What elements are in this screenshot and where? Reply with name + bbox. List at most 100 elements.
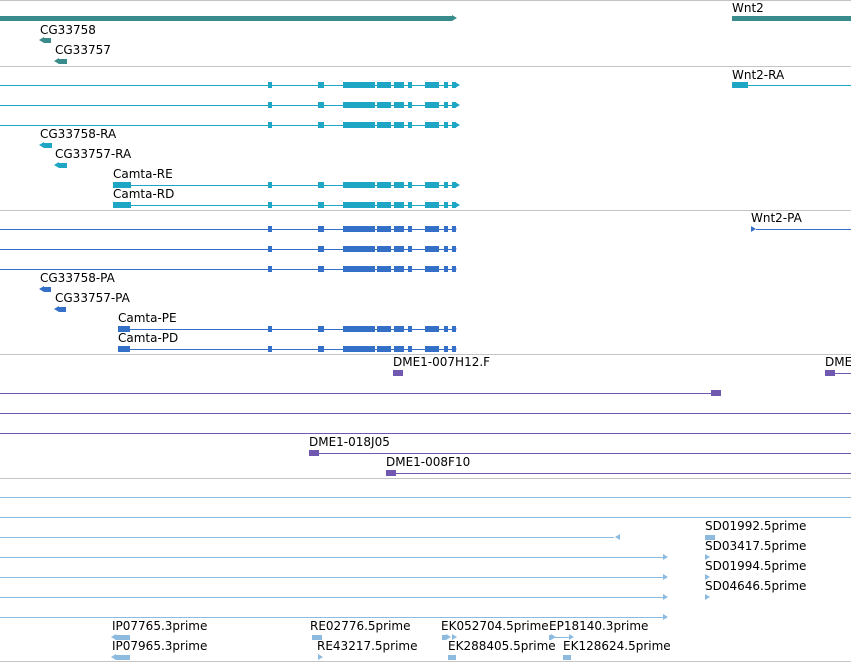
exon-block[interactable] [394,246,404,252]
exon-block[interactable] [549,635,551,640]
exon-block[interactable] [268,202,272,208]
feature-line[interactable] [0,557,663,558]
exon-block[interactable] [343,226,375,232]
feature-label[interactable]: DME1-007H12.F [393,355,491,369]
exon-block[interactable] [377,226,391,232]
exon-block[interactable] [318,326,324,332]
exon-block[interactable] [343,346,375,352]
feature-label[interactable]: Wnt2 [732,1,764,15]
exon-block[interactable] [377,202,391,208]
exon-block[interactable] [377,266,391,272]
exon-block[interactable] [452,122,456,128]
exon-block[interactable] [59,307,66,312]
feature-label[interactable]: IP07965.3prime [112,639,208,653]
exon-block[interactable] [711,390,721,396]
feature-line[interactable] [0,413,851,414]
feature-line[interactable] [555,637,570,638]
exon-block[interactable] [425,82,439,88]
exon-block[interactable] [44,143,52,148]
feature-label[interactable]: CG33757-RA [55,147,132,161]
exon-block[interactable] [318,266,324,272]
feature-label[interactable]: Wnt2-RA [732,68,785,82]
exon-block[interactable] [118,326,130,332]
exon-block[interactable] [343,246,375,252]
exon-block[interactable] [116,635,130,640]
exon-block[interactable] [425,266,439,272]
exon-block[interactable] [318,102,324,108]
exon-block[interactable] [386,470,396,476]
exon-block[interactable] [343,122,375,128]
exon-block[interactable] [705,535,715,540]
exon-block[interactable] [448,655,456,660]
exon-block[interactable] [408,326,412,332]
exon-block[interactable] [452,102,456,108]
exon-block[interactable] [343,102,375,108]
exon-block[interactable] [393,370,403,376]
feature-label[interactable]: EK052704.5prime [441,619,549,633]
exon-block[interactable] [113,202,131,208]
feature-label[interactable]: CG33758-RA [40,127,117,141]
feature-line[interactable] [0,537,614,538]
exon-block[interactable] [377,246,391,252]
exon-block[interactable] [425,122,439,128]
exon-block[interactable] [425,246,439,252]
feature-label[interactable]: SD01992.5prime [705,519,807,533]
exon-block[interactable] [116,655,130,660]
feature-label[interactable]: Camta-RE [113,167,173,181]
feature-label[interactable]: Wnt2-PA [751,211,802,225]
exon-block[interactable] [408,102,412,108]
exon-block[interactable] [452,82,456,88]
exon-block[interactable] [394,346,404,352]
exon-block[interactable] [318,182,324,188]
exon-block[interactable] [118,346,130,352]
exon-block[interactable] [343,82,375,88]
feature-line[interactable] [0,249,452,250]
exon-block[interactable] [394,202,404,208]
exon-block[interactable] [268,122,272,128]
exon-block[interactable] [394,122,404,128]
exon-block[interactable] [318,202,324,208]
exon-block[interactable] [343,202,375,208]
feature-line[interactable] [0,617,663,618]
exon-block[interactable] [343,182,375,188]
exon-block[interactable] [318,246,324,252]
exon-block[interactable] [444,122,448,128]
feature-line[interactable] [396,473,851,474]
exon-block[interactable] [377,182,391,188]
exon-block[interactable] [425,326,439,332]
exon-block[interactable] [394,226,404,232]
exon-block[interactable] [318,122,324,128]
exon-block[interactable] [59,59,67,64]
exon-block[interactable] [268,102,272,108]
exon-block[interactable] [268,326,272,332]
exon-block[interactable] [444,202,448,208]
feature-label[interactable]: SD01994.5prime [705,559,807,573]
exon-block[interactable] [268,226,272,232]
exon-block[interactable] [377,102,391,108]
feature-label[interactable]: Camta-PE [118,311,177,325]
feature-line[interactable] [835,373,851,374]
exon-block[interactable] [563,655,571,660]
exon-block[interactable] [318,82,324,88]
exon-block[interactable] [408,182,412,188]
feature-label[interactable]: Camta-RD [113,187,175,201]
exon-block[interactable] [268,266,272,272]
feature-line[interactable] [0,517,851,518]
exon-block[interactable] [444,102,448,108]
feature-label[interactable]: RE02776.5prime [310,619,411,633]
exon-block[interactable] [59,163,67,168]
exon-block[interactable] [444,326,448,332]
exon-block[interactable] [312,635,322,640]
exon-block[interactable] [318,226,324,232]
exon-block[interactable] [394,326,404,332]
feature-label[interactable]: SD03417.5prime [705,539,807,553]
feature-line[interactable] [113,185,455,186]
exon-block[interactable] [408,246,412,252]
feature-label[interactable]: EK288405.5prime [448,639,556,653]
exon-block[interactable] [268,346,272,352]
exon-block[interactable] [309,450,319,456]
exon-block[interactable] [394,102,404,108]
exon-block[interactable] [408,226,412,232]
feature-line[interactable] [118,329,452,330]
feature-label[interactable]: EP18140.3prime [549,619,649,633]
